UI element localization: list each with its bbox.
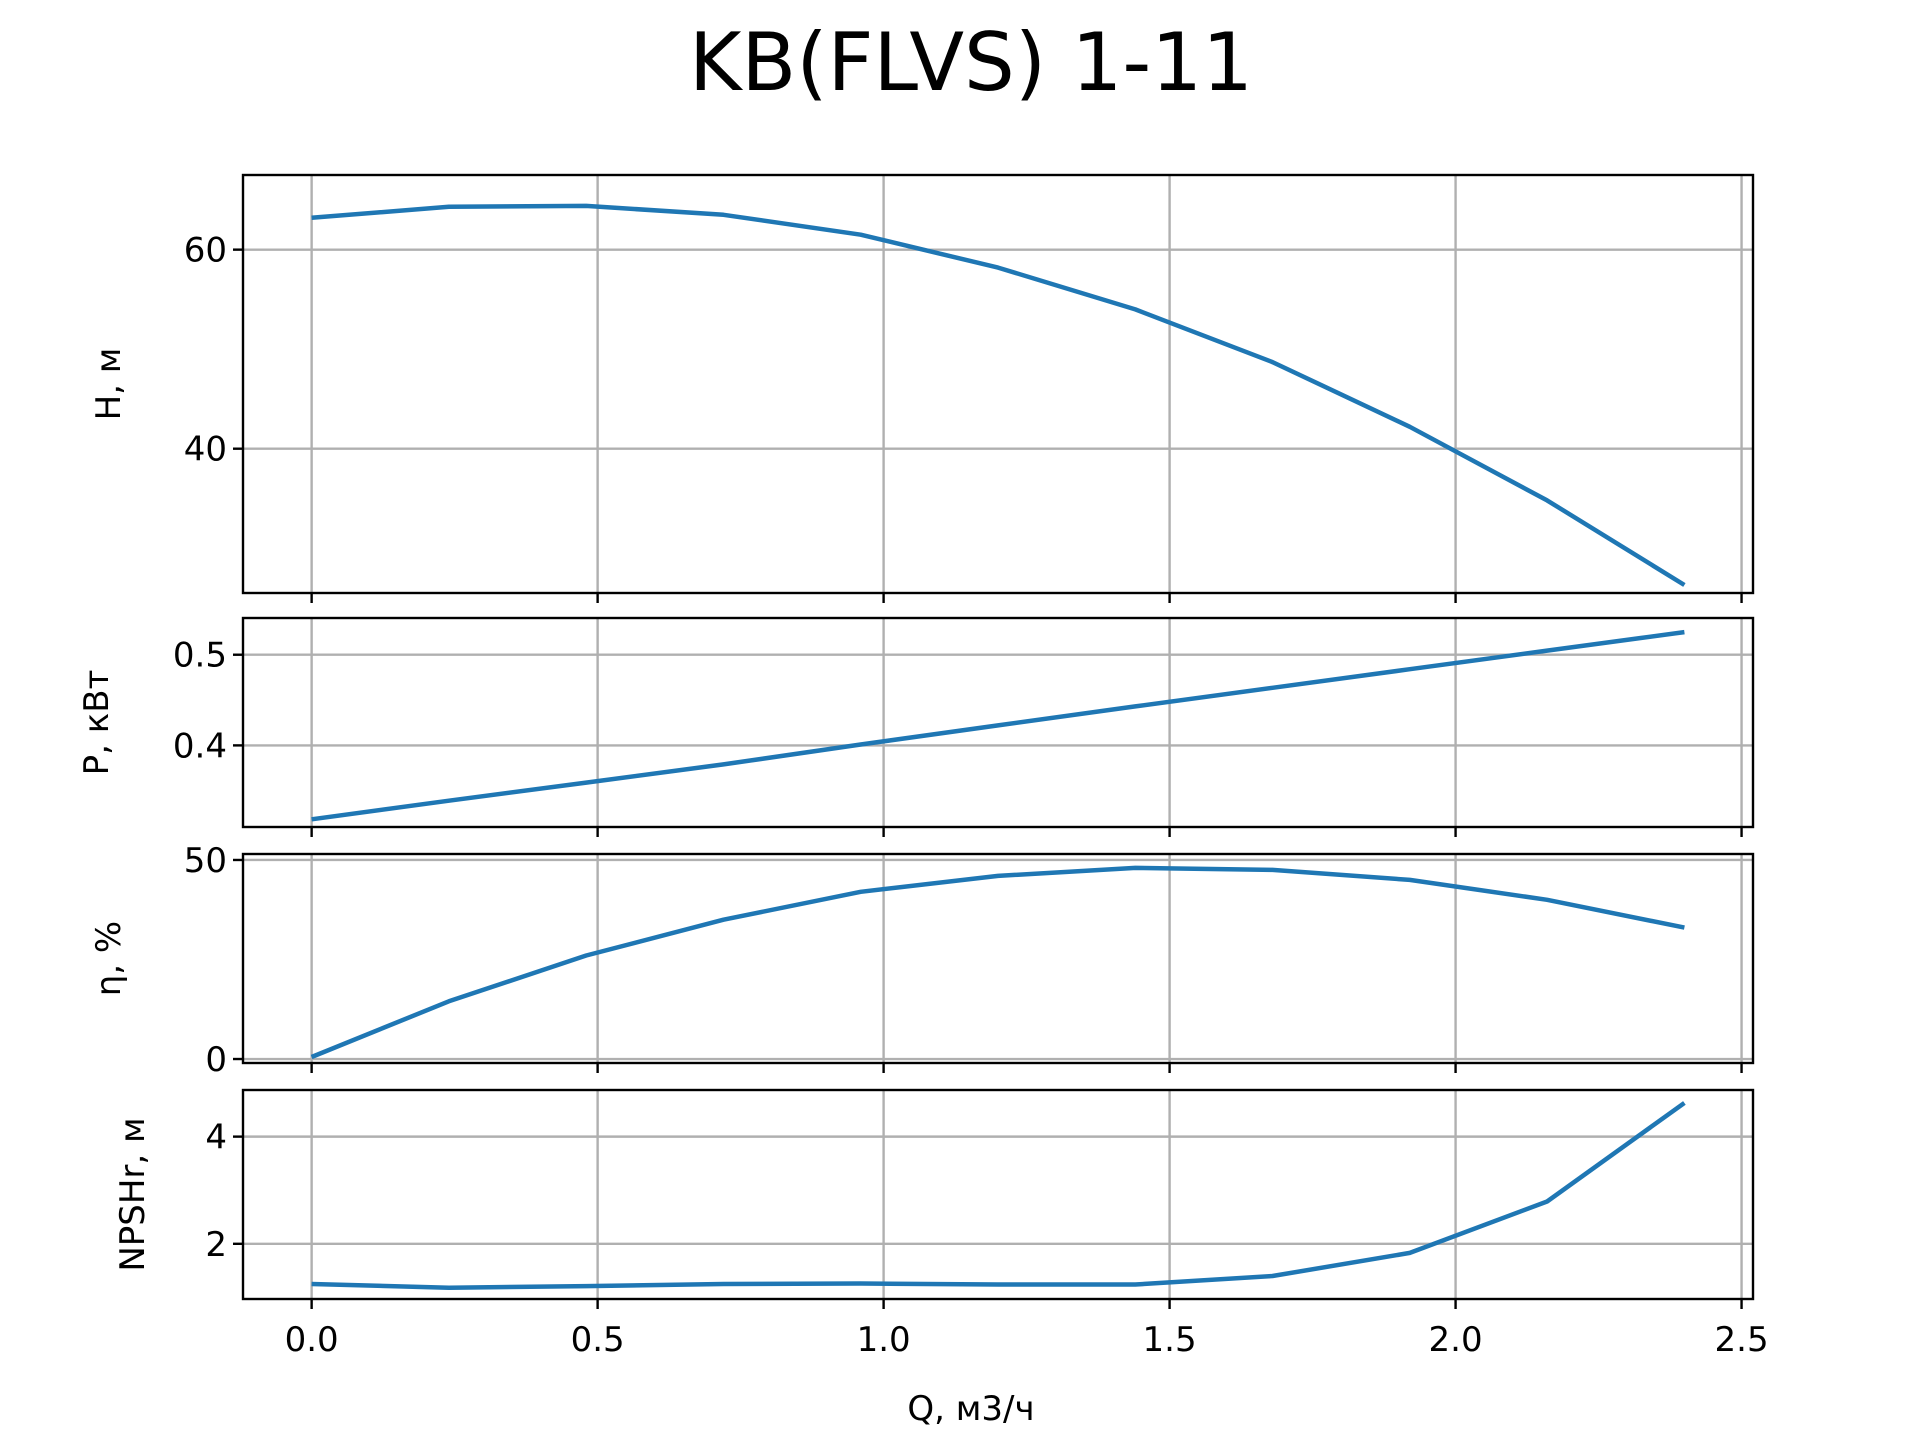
y-axis-label-head: H, м — [89, 348, 129, 421]
y-tick-label: 4 — [205, 1118, 227, 1158]
y-tick-label: 0.4 — [173, 726, 227, 766]
y-tick-label: 0 — [205, 1040, 227, 1080]
y-tick-label: 2 — [205, 1225, 227, 1265]
axes-frame — [241, 1088, 1755, 1301]
y-axis-label-power: P, кВт — [77, 670, 117, 776]
x-tick-label: 1.5 — [1143, 1320, 1197, 1360]
subplot-head: 40 60 H, м — [89, 173, 1755, 603]
y-tick-label: 0.5 — [173, 636, 227, 676]
axes-frame — [241, 852, 1755, 1065]
series-line-power — [311, 629, 1685, 822]
y-tick-label: 50 — [184, 841, 227, 881]
subplot-efficiency: 0 50 η, % — [89, 841, 1755, 1080]
y-axis-label-efficiency: η, % — [89, 921, 129, 996]
subplot-power: 0.4 0.5 P, кВт — [77, 616, 1755, 837]
plot-layer: 40 60 H, м 0.4 0.5 P, кВт 0 50 η, % 2 4 NPSHr, м 0.0… — [77, 173, 1769, 1360]
y-axis-label-npshr: NPSHr, м — [113, 1117, 153, 1271]
y-tick-label: 40 — [184, 430, 227, 470]
axes-frame — [241, 616, 1755, 829]
x-axis-label: Q, м3/ч — [907, 1389, 1034, 1429]
y-tick-label: 60 — [184, 231, 227, 271]
series-line-head — [311, 203, 1686, 587]
subplot-npshr: 2 4 NPSHr, м — [113, 1088, 1755, 1309]
x-tick-label: 0.5 — [571, 1320, 625, 1360]
x-tick-label: 2.5 — [1715, 1320, 1769, 1360]
x-tick-label: 0.0 — [285, 1320, 339, 1360]
x-tick-label: 1.0 — [857, 1320, 911, 1360]
axes-frame — [241, 173, 1755, 595]
series-line-npshr — [311, 1101, 1686, 1290]
chart-title: KB(FLVS) 1-11 — [689, 16, 1253, 109]
series-line-efficiency — [310, 865, 1685, 1060]
x-tick-label: 2.0 — [1429, 1320, 1483, 1360]
